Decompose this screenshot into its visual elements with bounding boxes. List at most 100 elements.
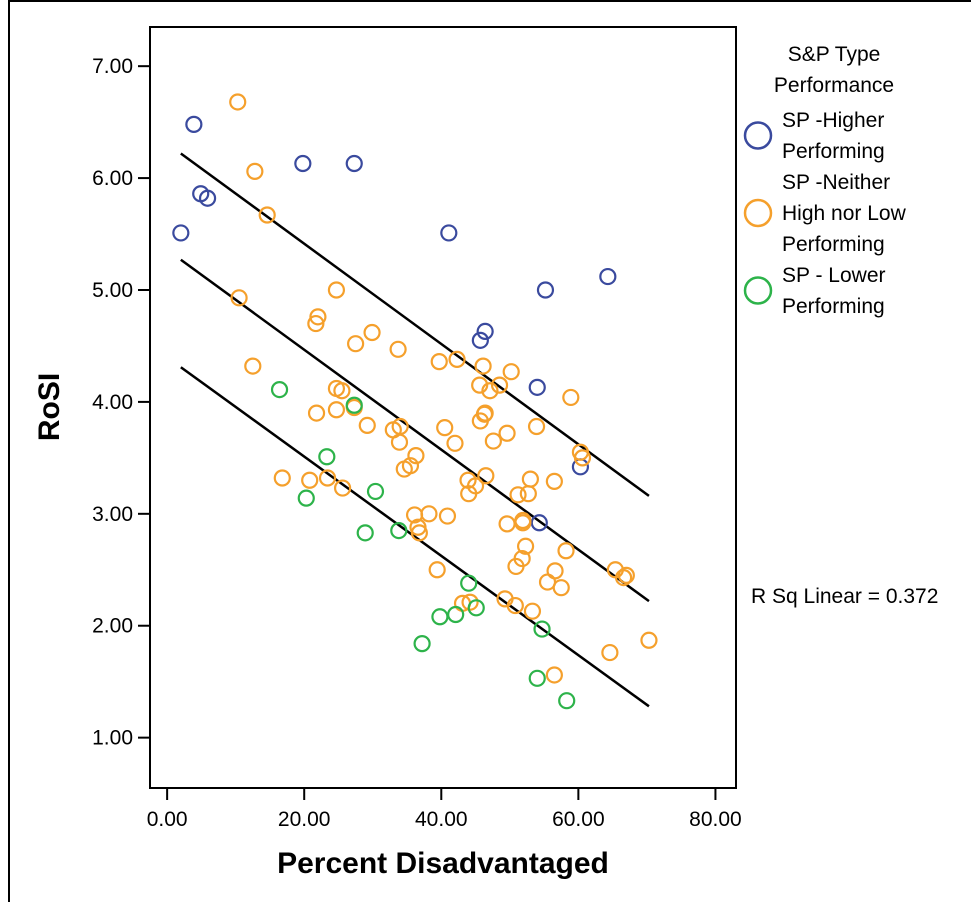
data-point [617,566,635,584]
data-point [363,323,381,342]
data-point [481,382,499,400]
data-point [562,388,580,407]
y-tick-label: 3.00 [92,503,133,526]
data-point [460,574,478,592]
data-point [533,620,551,638]
data-point [345,396,363,414]
data-point [528,378,546,396]
x-axis-title: Percent Disadvantaged [277,847,609,880]
data-point [327,401,346,419]
legend-label: Performing [782,295,885,318]
data-point [471,331,489,349]
x-tick-label: 60.00 [552,808,605,831]
data-point [270,380,289,399]
legend-label: High nor Low [782,202,907,225]
y-tick-label: 4.00 [92,391,133,414]
data-point [294,154,312,173]
data-point [307,314,325,333]
data-point [440,224,458,242]
data-point [333,479,352,497]
data-point [301,471,319,489]
data-point [356,524,374,542]
data-point [327,281,346,299]
data-point [523,602,542,620]
data-point [244,357,262,375]
data-point [573,449,592,467]
y-axis-title: RoSI [33,373,66,441]
data-point [198,189,217,207]
data-point [536,281,555,299]
data-point [614,569,633,587]
data-point [172,224,190,242]
legend-label: Performing [782,233,885,256]
data-point [475,405,494,423]
data-point [273,469,291,487]
data-point [484,432,502,450]
data-point [420,505,438,523]
data-point [467,599,485,617]
data-point [599,267,617,286]
y-tick-label: 6.00 [92,167,133,190]
data-point [528,669,546,687]
data-point [498,424,516,442]
data-point [327,379,346,398]
data-point [430,353,448,371]
data-point [358,416,376,435]
x-tick-label: 80.00 [689,808,742,831]
data-point [309,308,327,326]
data-point [390,522,408,540]
data-point [460,485,478,503]
data-point [258,206,276,224]
data-point [519,485,537,503]
y-tick-label: 7.00 [92,55,133,78]
data-point [557,542,575,560]
data-point [476,322,494,340]
legend-marker [743,276,773,305]
data-point [516,537,535,555]
legend-label: SP -Neither [782,171,890,194]
data-point [413,635,431,653]
data-point [390,433,409,451]
legend-title: S&P Type [788,43,881,66]
data-point [446,434,464,452]
data-point [347,335,365,353]
x-tick-label: 0.00 [147,808,188,831]
data-point [246,162,264,180]
legend-title: Performance [774,74,894,97]
y-tick-label: 2.00 [92,615,133,638]
legend-marker [743,121,773,150]
data-point [389,340,407,358]
data-point [407,447,425,465]
data-point [558,692,576,710]
data-point [436,419,454,437]
data-point [552,579,570,597]
data-point [447,605,465,624]
legend-marker [743,198,773,228]
data-point [229,93,247,111]
y-axis: 1.00 2.00 3.00 4.00 5.00 6.00 7.00 [92,55,150,750]
data-point [509,486,527,504]
data-point [640,631,658,649]
data-point [506,596,524,615]
data-point [297,489,315,507]
data-point [477,467,495,485]
data-point [474,357,492,375]
data-point [502,363,520,381]
x-tick-label: 40.00 [415,808,468,831]
data-point [307,404,326,422]
data-point [507,557,525,576]
data-point [545,472,563,490]
data-point [498,515,516,533]
data-point [471,376,489,394]
data-point [366,482,385,501]
y-tick-label: 1.00 [92,727,133,750]
fit-line [180,152,650,497]
data-point [545,666,563,684]
x-tick-label: 20.00 [278,808,331,831]
data-point [318,448,336,466]
data-point [448,350,466,368]
data-point [527,417,546,436]
data-point [530,514,548,532]
data-point [428,561,446,579]
legend: S&P Type Performance SP -Higher Performing S… [743,43,907,318]
